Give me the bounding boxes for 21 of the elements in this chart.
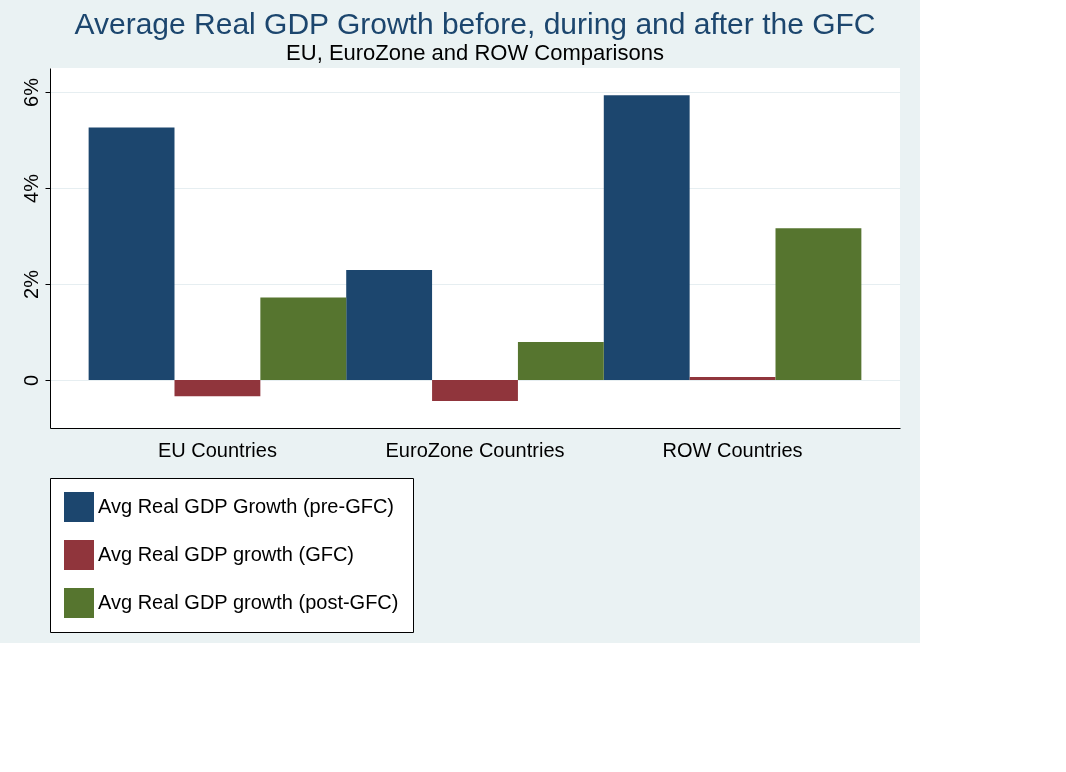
y-tick-label: 6%: [19, 77, 42, 107]
legend-label: Avg Real GDP growth (post-GFC): [98, 591, 399, 613]
bar: [689, 377, 776, 380]
legend-label: Avg Real GDP Growth (pre-GFC): [98, 495, 395, 517]
bar: [603, 95, 690, 380]
x-tick-label: EU Countries: [157, 438, 277, 461]
x-tick-label: EuroZone Countries: [385, 438, 565, 461]
y-tick-label: 2%: [19, 269, 42, 299]
y-tick-label: 4%: [19, 173, 42, 203]
bar: [88, 127, 175, 380]
bar: [517, 342, 604, 380]
bar: [260, 297, 347, 380]
chart-title: Average Real GDP Growth before, during and after the GFC: [74, 7, 876, 40]
bar: [432, 380, 518, 402]
x-tick-label: ROW Countries: [662, 438, 803, 461]
y-tick-label: 0: [19, 374, 42, 387]
bar: [346, 270, 433, 380]
chart-subtitle: EU, EuroZone and ROW Comparisons: [286, 40, 664, 65]
bar: [775, 228, 862, 380]
bar: [174, 380, 261, 397]
legend-label: Avg Real GDP growth (GFC): [98, 543, 355, 565]
